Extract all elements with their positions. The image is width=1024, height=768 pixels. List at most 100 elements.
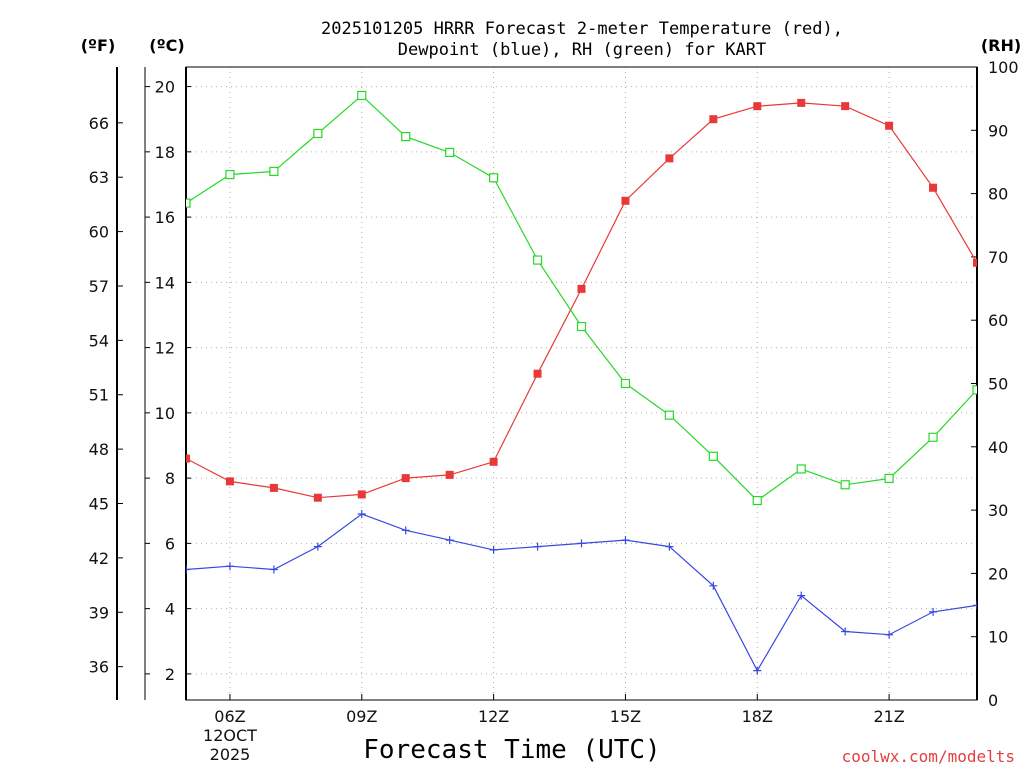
dewpoint-point [665, 542, 674, 551]
date-label-day: 12OCT [203, 726, 257, 745]
credit-text: coolwx.com/modelts [842, 747, 1015, 766]
temperature-point [797, 98, 806, 107]
x-tick-label: 12Z [478, 707, 509, 726]
celsius-tick-label: 10 [155, 404, 175, 423]
fahrenheit-tick-label: 60 [89, 223, 109, 242]
date-label-year: 2025 [210, 745, 251, 764]
temperature-point [445, 470, 454, 479]
temperature-point [665, 154, 674, 163]
dewpoint-point [313, 542, 322, 551]
dewpoint-point [357, 510, 366, 519]
rh-tick-label: 90 [988, 121, 1008, 140]
dewpoint-point [709, 581, 718, 590]
rh-tick-label: 0 [988, 691, 998, 710]
celsius-tick-label: 18 [155, 143, 175, 162]
rh-point [796, 464, 806, 474]
rh-point [269, 166, 279, 177]
rh-point [445, 147, 455, 158]
x-tick-label: 09Z [346, 707, 377, 726]
plot-frame [185, 66, 978, 701]
celsius-tick-label: 8 [165, 469, 175, 488]
rh-point [884, 473, 894, 484]
temperature-point [753, 102, 762, 111]
fahrenheit-tick-label: 36 [89, 658, 109, 677]
fahrenheit-tick-label: 51 [89, 386, 109, 405]
temperature-point [225, 477, 234, 486]
celsius-tick-label: 20 [155, 78, 175, 97]
dewpoint-point [621, 536, 630, 545]
dewpoint-point [225, 562, 234, 571]
rh-tick-label: 30 [988, 501, 1008, 520]
celsius-tick-label: 12 [155, 339, 175, 358]
fahrenheit-tick-label: 54 [89, 331, 109, 350]
rh-tick-label: 50 [988, 375, 1008, 394]
fahrenheit-unit-label: (ºF) [81, 36, 116, 55]
x-tick-label: 21Z [873, 707, 904, 726]
dewpoint-point [753, 666, 762, 675]
rh-point [186, 198, 191, 208]
temperature-point [577, 284, 586, 293]
dewpoint-point [401, 526, 410, 535]
rh-point [752, 496, 762, 506]
rh-tick-label: 10 [988, 628, 1008, 647]
rh-point [313, 128, 323, 139]
rh-point [928, 432, 938, 442]
data-series [186, 90, 977, 675]
rh-point [357, 90, 367, 101]
rh-tick-label: 70 [988, 248, 1008, 267]
temperature-point [709, 115, 718, 124]
celsius-tick-label: 14 [155, 273, 175, 292]
rh-tick-label: 100 [988, 58, 1019, 77]
rh-point [532, 255, 543, 265]
temperature-point [885, 121, 894, 130]
temperature-point [973, 258, 977, 267]
rh-point [489, 173, 499, 183]
temperature-point [621, 196, 630, 205]
temperature-point [313, 493, 322, 502]
rh-point [576, 321, 587, 332]
x-axis-title: Forecast Time (UTC) [363, 735, 660, 765]
dewpoint-point [973, 601, 977, 610]
dewpoint-point [533, 542, 542, 551]
title-line-2: Dewpoint (blue), RH (green) for KART [398, 40, 766, 60]
rh-unit-label: (RH) [981, 36, 1021, 55]
rh-point [401, 132, 411, 142]
series-group [186, 90, 977, 675]
fahrenheit-tick-label: 66 [89, 114, 109, 133]
x-tick-label: 18Z [742, 707, 773, 726]
dewpoint-point [445, 536, 454, 545]
temperature-point [841, 102, 850, 111]
axes: 36 39 42 45 48 51 54 57 60 63 66 2 4 6 8 10 12 14 16 18 20 0 1… [89, 58, 1019, 726]
dewpoint-point [489, 545, 498, 554]
rh-tick-label: 60 [988, 311, 1008, 330]
temperature-point [929, 183, 938, 192]
temperature-point [357, 490, 366, 499]
x-tick-label: 15Z [610, 707, 641, 726]
dewpoint-point [885, 630, 894, 639]
rh-tick-label: 20 [988, 564, 1008, 583]
fahrenheit-tick-label: 42 [89, 549, 109, 568]
chart-title: 2025101205 HRRR Forecast 2-meter Tempera… [321, 19, 843, 60]
rh-point [225, 170, 235, 180]
dewpoint-point [841, 627, 850, 636]
celsius-tick-label: 2 [165, 665, 175, 684]
dewpoint-line [186, 513, 977, 672]
dewpoint-point [929, 607, 938, 616]
fahrenheit-tick-label: 48 [89, 440, 109, 459]
fahrenheit-tick-label: 39 [89, 603, 109, 622]
fahrenheit-tick-label: 57 [89, 277, 109, 296]
temperature-line [186, 102, 977, 499]
temperature-point [489, 457, 498, 466]
fahrenheit-tick-label: 63 [89, 168, 109, 187]
temperature-point [533, 369, 542, 378]
rh-point [972, 385, 977, 395]
fahrenheit-tick-label: 45 [89, 495, 109, 514]
rh-tick-label: 40 [988, 438, 1008, 457]
rh-point [708, 451, 718, 461]
temperature-point [401, 474, 410, 483]
title-line-1: 2025101205 HRRR Forecast 2-meter Tempera… [321, 19, 843, 39]
x-tick-label: 06Z [214, 707, 245, 726]
dewpoint-point [269, 565, 278, 574]
dewpoint-point [577, 539, 586, 548]
